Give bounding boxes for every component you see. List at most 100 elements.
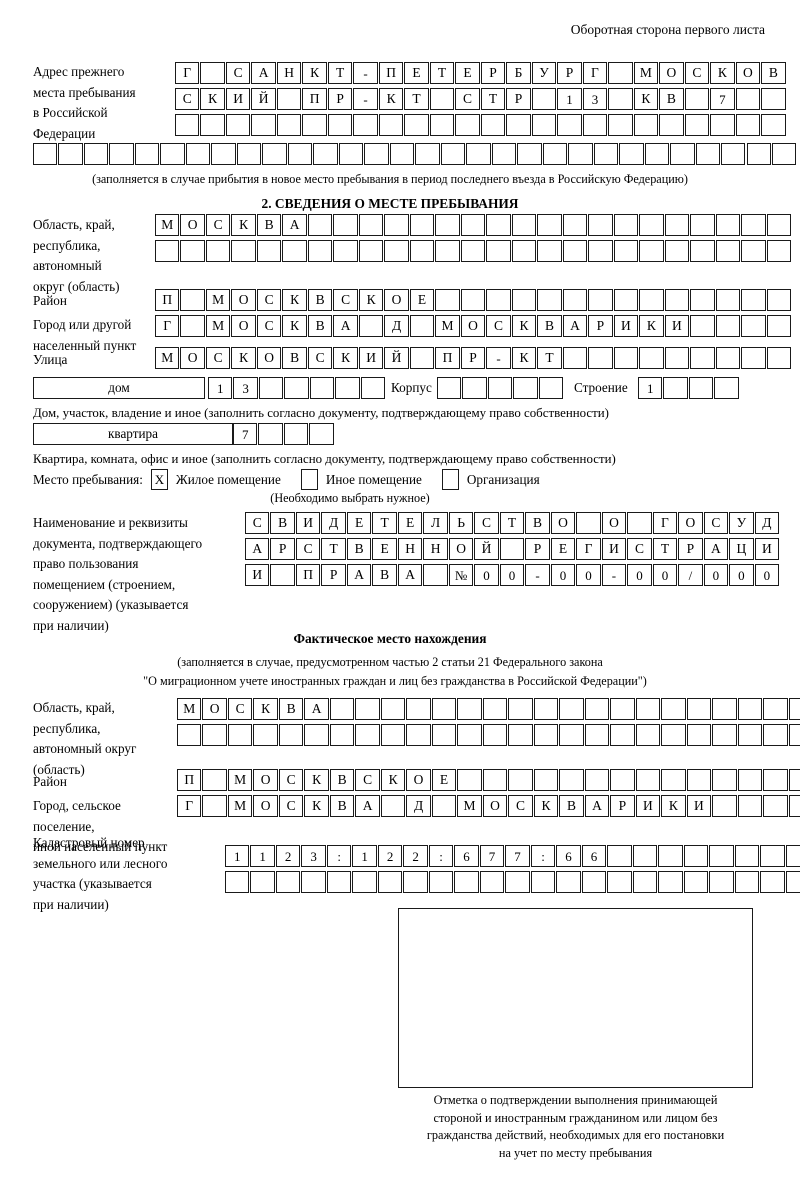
char-cell[interactable]: 3 xyxy=(301,845,326,867)
char-cell[interactable]: Ь xyxy=(448,512,474,534)
char-cell[interactable]: С xyxy=(256,289,282,311)
char-cell[interactable]: - xyxy=(486,347,511,369)
char-cell[interactable] xyxy=(378,114,404,136)
char-cell[interactable] xyxy=(741,347,766,369)
char-cell[interactable]: Р xyxy=(610,795,635,817)
char-cell[interactable] xyxy=(530,871,556,893)
char-cell[interactable] xyxy=(200,114,225,136)
char-cell[interactable] xyxy=(537,240,562,262)
char-cell[interactable]: К xyxy=(511,347,537,369)
char-cell[interactable]: О xyxy=(180,347,205,369)
char-cell[interactable] xyxy=(409,240,435,262)
char-cell[interactable] xyxy=(428,871,454,893)
char-cell[interactable] xyxy=(710,114,735,136)
char-cell[interactable] xyxy=(480,114,506,136)
char-cell[interactable] xyxy=(772,143,797,165)
char-cell[interactable] xyxy=(766,289,792,311)
char-cell[interactable]: 7 xyxy=(479,845,505,867)
actual-region-row-2[interactable] xyxy=(177,724,800,746)
char-cell[interactable] xyxy=(415,143,440,165)
char-cell[interactable]: К xyxy=(302,62,327,84)
char-cell[interactable] xyxy=(253,724,278,746)
char-cell[interactable] xyxy=(746,143,771,165)
char-cell[interactable] xyxy=(608,114,633,136)
char-cell[interactable]: О xyxy=(460,315,486,337)
char-cell[interactable]: 1 xyxy=(352,845,377,867)
char-cell[interactable] xyxy=(737,724,763,746)
char-cell[interactable] xyxy=(360,377,386,399)
char-cell[interactable]: М xyxy=(435,315,460,337)
char-cell[interactable] xyxy=(584,698,610,720)
char-cell[interactable]: Р xyxy=(557,62,582,84)
char-cell[interactable] xyxy=(335,377,360,399)
char-cell[interactable]: И xyxy=(358,347,384,369)
char-cell[interactable] xyxy=(155,240,180,262)
char-cell[interactable]: И xyxy=(635,795,661,817)
char-cell[interactable] xyxy=(588,214,613,236)
char-cell[interactable] xyxy=(275,871,301,893)
char-cell[interactable]: : xyxy=(326,845,352,867)
char-cell[interactable] xyxy=(737,795,763,817)
char-cell[interactable]: И xyxy=(754,538,780,560)
char-cell[interactable]: С xyxy=(278,769,304,791)
char-cell[interactable] xyxy=(313,143,338,165)
char-cell[interactable] xyxy=(326,871,352,893)
char-cell[interactable]: 0 xyxy=(754,564,780,586)
char-cell[interactable] xyxy=(283,423,309,445)
char-cell[interactable]: Н xyxy=(276,62,302,84)
char-cell[interactable]: М xyxy=(177,698,202,720)
char-cell[interactable] xyxy=(499,538,525,560)
char-cell[interactable] xyxy=(715,315,741,337)
char-cell[interactable]: К xyxy=(282,289,307,311)
char-cell[interactable]: А xyxy=(355,795,380,817)
char-cell[interactable] xyxy=(607,871,632,893)
char-cell[interactable] xyxy=(533,698,559,720)
char-cell[interactable] xyxy=(358,214,384,236)
char-cell[interactable] xyxy=(766,347,792,369)
char-cell[interactable]: Т xyxy=(321,538,346,560)
char-cell[interactable] xyxy=(404,114,429,136)
char-cell[interactable]: О xyxy=(482,795,508,817)
char-cell[interactable] xyxy=(358,240,384,262)
char-cell[interactable]: С xyxy=(474,512,499,534)
char-cell[interactable] xyxy=(734,845,760,867)
char-cell[interactable] xyxy=(613,240,639,262)
char-cell[interactable] xyxy=(380,724,406,746)
char-cell[interactable] xyxy=(664,289,690,311)
char-cell[interactable] xyxy=(435,240,460,262)
char-cell[interactable] xyxy=(584,724,610,746)
char-cell[interactable] xyxy=(482,698,508,720)
char-cell[interactable] xyxy=(562,240,588,262)
char-cell[interactable] xyxy=(304,724,329,746)
char-cell[interactable] xyxy=(763,724,788,746)
char-cell[interactable]: П xyxy=(177,769,202,791)
char-cell[interactable]: С xyxy=(225,62,251,84)
char-cell[interactable] xyxy=(284,377,309,399)
char-cell[interactable] xyxy=(457,698,482,720)
char-cell[interactable]: В xyxy=(525,512,550,534)
char-cell[interactable]: Т xyxy=(429,62,455,84)
char-cell[interactable] xyxy=(511,214,537,236)
char-cell[interactable] xyxy=(455,114,480,136)
char-cell[interactable] xyxy=(763,698,788,720)
char-cell[interactable]: Й xyxy=(474,538,499,560)
char-cell[interactable]: Г xyxy=(177,795,202,817)
char-cell[interactable]: Е xyxy=(372,538,397,560)
char-cell[interactable] xyxy=(236,143,262,165)
char-cell[interactable] xyxy=(486,289,511,311)
char-cell[interactable] xyxy=(533,769,559,791)
char-cell[interactable] xyxy=(766,240,792,262)
char-cell[interactable] xyxy=(287,143,313,165)
char-cell[interactable] xyxy=(457,769,482,791)
char-cell[interactable] xyxy=(664,347,690,369)
char-cell[interactable] xyxy=(684,114,710,136)
char-cell[interactable]: Д xyxy=(406,795,431,817)
char-cell[interactable] xyxy=(542,143,568,165)
char-cell[interactable] xyxy=(664,240,690,262)
char-cell[interactable] xyxy=(559,698,584,720)
char-cell[interactable]: И xyxy=(225,88,251,110)
char-cell[interactable] xyxy=(559,724,584,746)
